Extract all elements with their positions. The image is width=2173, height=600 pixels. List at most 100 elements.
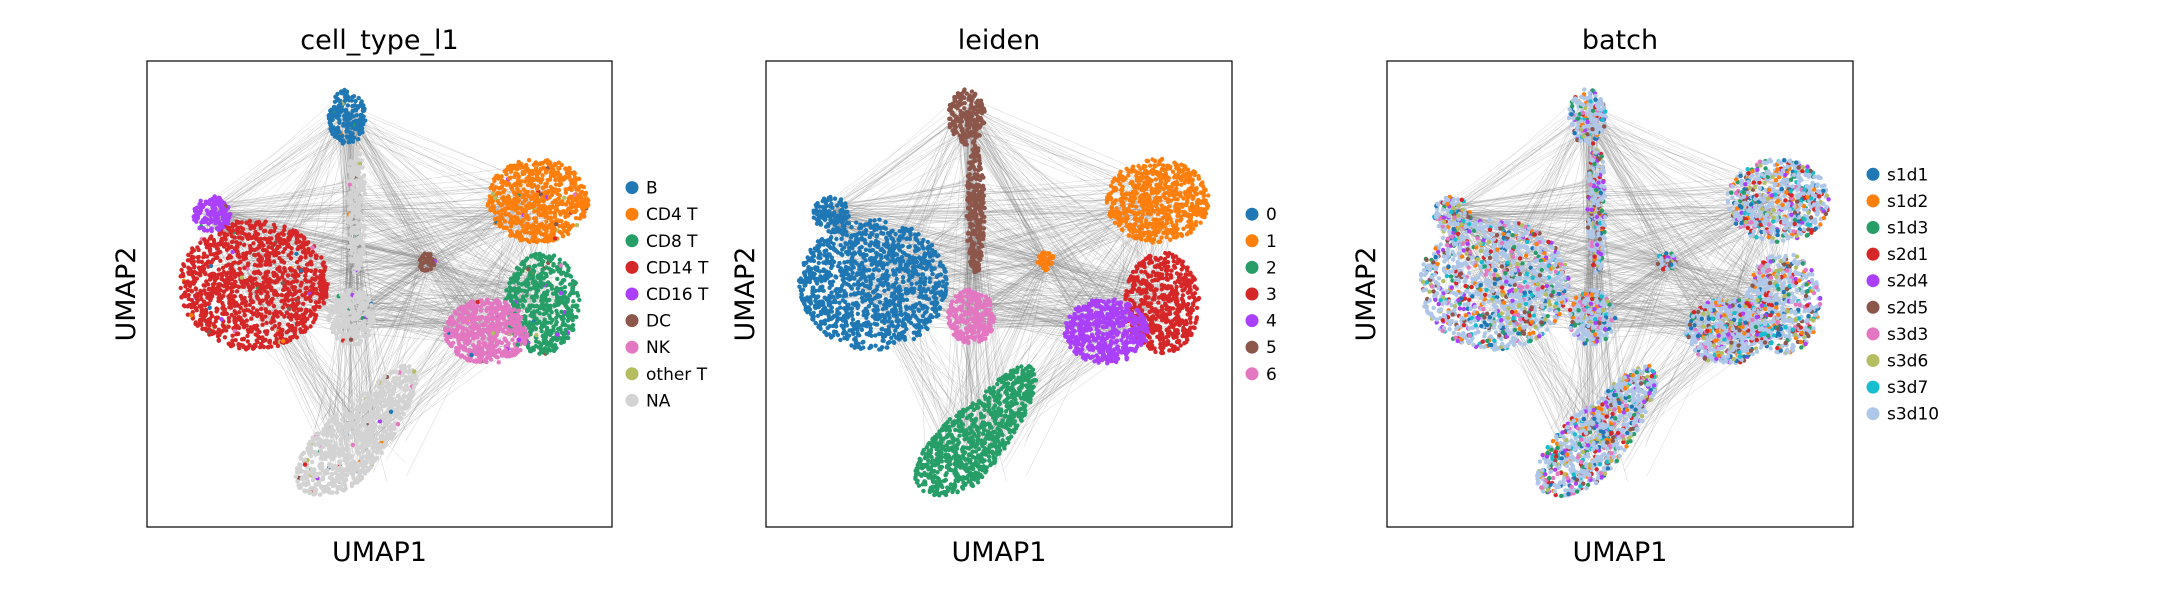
cell-point <box>344 334 349 339</box>
cell-point <box>334 464 339 470</box>
cell-point <box>533 230 538 235</box>
cell-point <box>322 472 327 477</box>
cell-point <box>320 292 325 297</box>
cell-point <box>563 212 568 218</box>
cell-point <box>339 424 345 430</box>
edge <box>423 259 474 348</box>
cell-point <box>256 257 261 263</box>
cell-point <box>537 262 542 267</box>
edge <box>355 205 479 326</box>
cell-point <box>255 327 260 333</box>
cell-point <box>201 309 206 314</box>
cell-point <box>334 434 339 439</box>
cell-point <box>354 325 359 331</box>
cell-point <box>520 224 526 229</box>
edge <box>353 186 470 318</box>
cell-point <box>213 206 218 211</box>
cell-point <box>485 203 490 208</box>
cell-point <box>260 317 265 322</box>
edge <box>343 130 521 204</box>
edge <box>344 116 488 334</box>
cell-point <box>329 303 334 309</box>
cell-point <box>335 125 341 130</box>
cell-point <box>554 207 560 212</box>
cell-point <box>349 230 355 236</box>
cell-point <box>214 251 219 256</box>
cell-point <box>367 424 372 429</box>
edge <box>420 263 536 289</box>
edge <box>217 211 357 252</box>
cell-point <box>206 259 211 265</box>
edge <box>347 125 352 439</box>
cell-point <box>542 317 547 322</box>
cell-point <box>581 214 586 219</box>
cell-point <box>216 212 222 217</box>
cell-point <box>364 415 370 420</box>
cell-point <box>206 221 211 226</box>
cell-point <box>243 303 249 308</box>
cell-point <box>294 335 300 340</box>
edge <box>216 215 350 230</box>
cell-point <box>271 228 277 234</box>
cell-point <box>285 273 291 278</box>
cell-point <box>343 307 348 313</box>
cell-point <box>343 483 348 488</box>
cell-point <box>533 219 539 224</box>
cell-point <box>225 270 231 275</box>
edge <box>356 276 555 300</box>
cell-point <box>559 309 564 314</box>
cell-point <box>207 248 213 254</box>
cell-point <box>517 161 523 167</box>
cell-point <box>213 315 219 321</box>
cell-point <box>509 287 514 292</box>
edge <box>351 214 521 221</box>
edge <box>215 174 536 204</box>
edge <box>340 256 426 428</box>
cell-point <box>288 234 293 239</box>
cell-point <box>369 460 374 466</box>
cell-point <box>546 330 551 335</box>
cell-point <box>343 117 348 123</box>
cell-point <box>196 259 201 264</box>
cell-point <box>388 382 393 388</box>
cell-point <box>511 163 516 168</box>
cell-point <box>247 223 252 228</box>
cell-point <box>412 369 417 374</box>
cell-point <box>208 217 214 223</box>
cell-point <box>522 288 527 293</box>
cell-point <box>346 123 351 128</box>
cell-point <box>539 329 544 334</box>
cell-point <box>319 440 324 445</box>
edge <box>219 211 458 333</box>
cell-point <box>189 254 194 260</box>
cell-point <box>355 448 360 453</box>
cell-point <box>559 280 565 285</box>
cell-point <box>216 327 221 332</box>
cell-point <box>533 196 539 202</box>
cell-point <box>512 174 517 180</box>
cell-point <box>338 465 343 470</box>
cell-point <box>306 246 311 252</box>
edge <box>231 115 347 286</box>
cell-point <box>275 266 280 272</box>
edge <box>347 118 484 335</box>
cell-point <box>322 279 327 284</box>
cell-point <box>236 220 242 225</box>
cell-point <box>585 197 590 202</box>
cell-point <box>254 338 259 343</box>
cell-point <box>517 189 523 195</box>
cell-point <box>395 393 401 398</box>
cell-point <box>376 398 382 404</box>
cell-point <box>532 279 538 284</box>
edge <box>204 98 337 217</box>
cell-point <box>349 98 354 103</box>
cell-point <box>333 301 339 306</box>
cell-point <box>222 335 228 340</box>
edge <box>333 254 435 422</box>
cell-point <box>301 323 306 328</box>
cell-point <box>260 247 266 253</box>
edge <box>225 211 357 213</box>
cell-point <box>397 398 402 404</box>
cell-point <box>350 314 356 320</box>
cell-point <box>308 324 313 329</box>
